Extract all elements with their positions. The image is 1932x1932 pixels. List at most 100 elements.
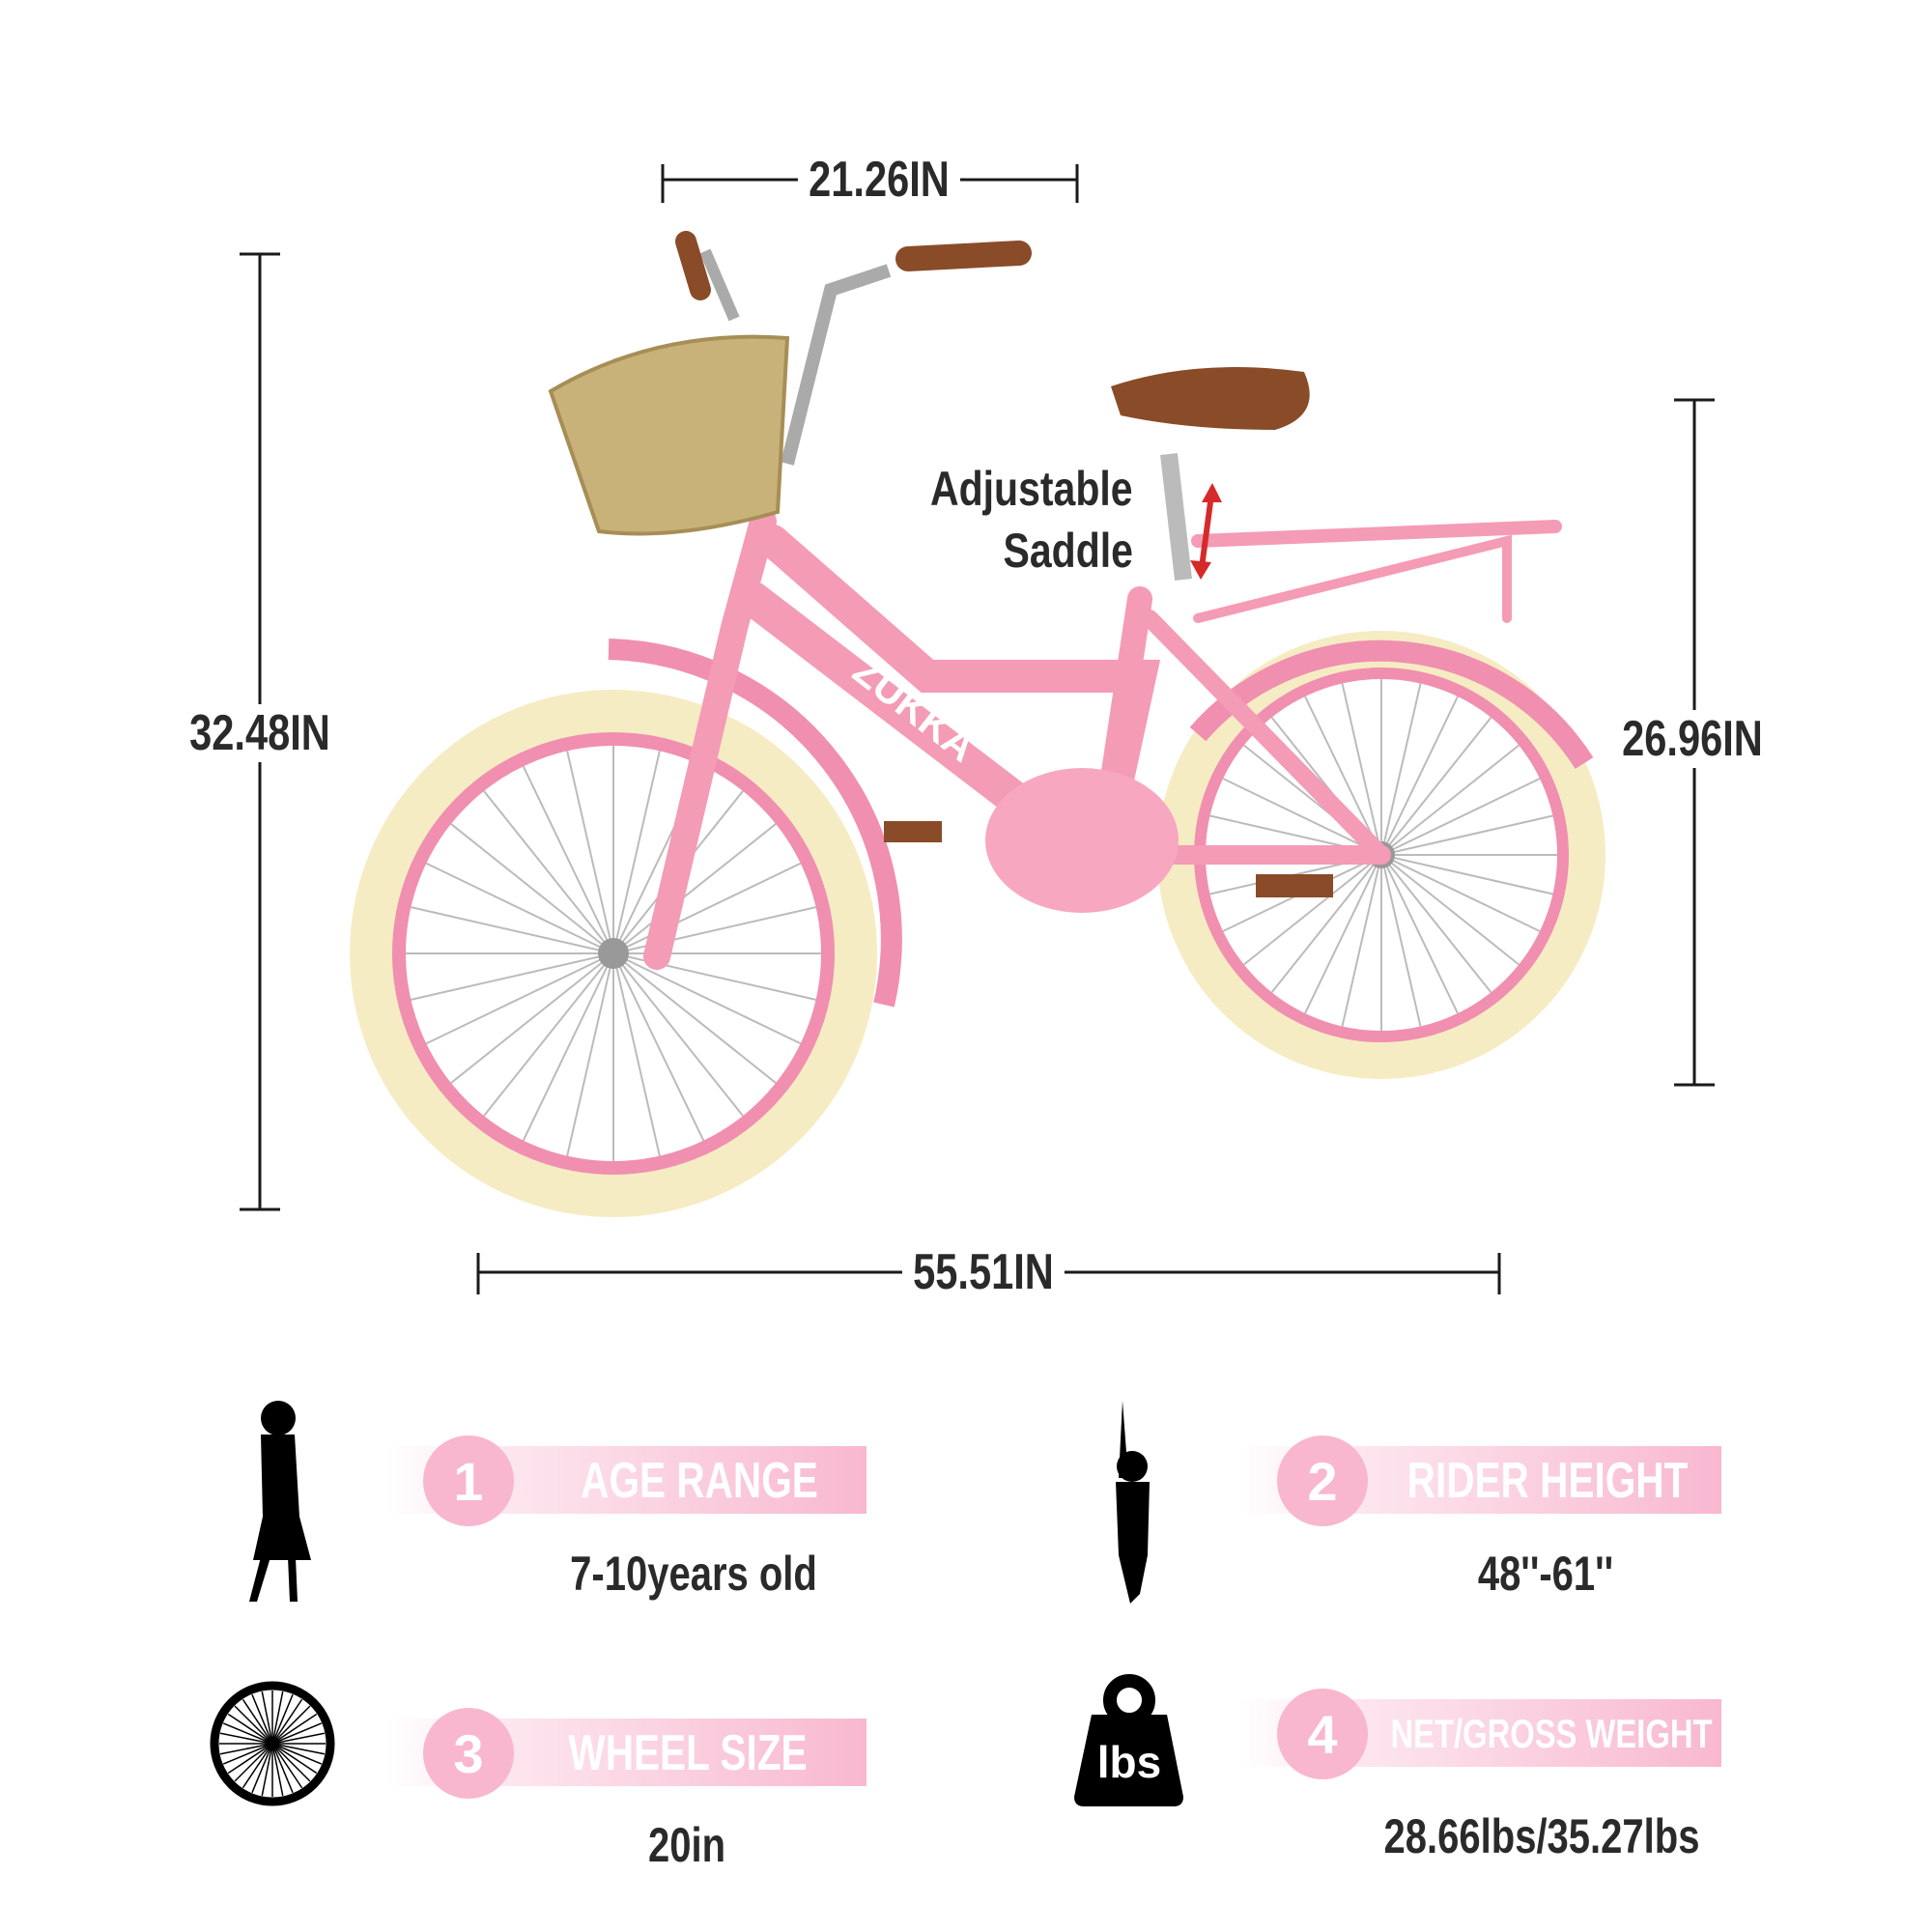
seat-height-label: 26.96IN [1610,710,1775,768]
spoke [219,1732,273,1745]
frame [643,508,1562,970]
spoke [425,952,614,1045]
spoke [522,952,614,1142]
spoke [271,1722,323,1745]
child-arms-up-icon [1116,1401,1150,1604]
spoke [425,862,614,954]
seat-post [1160,452,1192,582]
spoke [219,1743,273,1755]
spoke [1380,854,1520,966]
spoke [251,1693,273,1745]
spoke [271,1743,284,1797]
spoke [566,751,614,954]
callout-line-2: Saddle [1003,524,1133,578]
spoke [1380,854,1541,932]
spoke [271,1732,326,1745]
spoke [450,823,614,954]
weight-icon: lbs [1074,1674,1183,1806]
spoke [612,952,661,1156]
spoke [522,765,614,954]
spoke [1304,854,1382,1014]
spoke [450,952,614,1084]
spoke [483,952,614,1117]
girl-silhouette-icon [249,1401,311,1602]
spoke [227,1713,273,1745]
spoke [566,952,614,1156]
saddle [1111,367,1310,430]
svg-text:lbs: lbs [1097,1737,1161,1787]
spoke [242,1743,273,1789]
spoke [1380,854,1422,1027]
spoke [271,1705,311,1745]
spoke [227,1743,273,1775]
spoke [411,952,614,1001]
spoke [271,1693,294,1745]
spec-badge-3: 3 [423,1708,514,1799]
spoke [271,1743,311,1782]
overall-height-label: 32.48IN [178,704,342,762]
spoke [261,1690,273,1745]
spoke [612,751,661,954]
spoke [234,1743,273,1782]
pedal [1256,874,1333,897]
spoke [1341,854,1382,1027]
spoke [483,790,614,954]
spoke [242,1698,273,1745]
spoke [271,1698,303,1745]
spoke [1380,854,1553,895]
callout-line-1: Adjustable [930,462,1133,516]
spoke [1222,778,1382,856]
overall-length-label: 55.51IN [901,1243,1065,1301]
pedal [884,821,942,842]
spec-value-weight: 28.66lbs/35.27lbs [1383,1809,1700,1863]
basket [548,334,790,536]
spoke [1380,717,1492,856]
spec-title-weight: NET/GROSS WEIGHT [1390,1711,1713,1756]
spoke [411,906,614,954]
spoke [1380,814,1553,856]
spoke [271,1743,318,1775]
spec-value-wheel: 20in [647,1818,726,1872]
spoke [1304,696,1382,856]
spec-badge-4: 4 [1277,1689,1368,1779]
spoke [1380,696,1459,856]
spoke [1341,683,1382,856]
spoke [271,1743,323,1765]
spoke [1270,854,1382,993]
spoke [222,1743,273,1765]
spec-title-wheel: WHEEL SIZE [568,1725,808,1781]
spoke [1380,854,1492,993]
rear-fender [1189,639,1594,769]
wheel-icon [210,1681,335,1806]
spoke [1380,854,1459,1014]
handlebar-width-label: 21.26IN [797,151,961,209]
spoke [261,1743,273,1797]
spoke [222,1722,273,1745]
spoke [234,1705,273,1745]
spoke [271,1743,326,1755]
front-fender [608,639,902,1008]
spoke [612,862,802,954]
spoke [271,1690,284,1745]
spec-title-height: RIDER HEIGHT [1406,1453,1689,1509]
spoke [612,952,802,1045]
spec-title-age: AGE RANGE [581,1453,818,1509]
spoke [1380,744,1520,856]
spoke [251,1743,273,1794]
spoke [1380,778,1541,856]
spoke [271,1743,294,1794]
spoke [612,952,705,1142]
handlebar [675,231,1032,466]
spoke [612,952,777,1084]
spec-badge-2: 2 [1277,1435,1368,1526]
spoke [612,952,744,1117]
spoke [271,1743,303,1789]
spec-value-height: 48''-61'' [1477,1547,1614,1601]
spec-badge-1: 1 [423,1435,514,1526]
front-wheel [350,690,877,1217]
spoke [1380,683,1422,856]
spec-value-age: 7-10years old [570,1547,817,1601]
spoke [1243,854,1382,966]
